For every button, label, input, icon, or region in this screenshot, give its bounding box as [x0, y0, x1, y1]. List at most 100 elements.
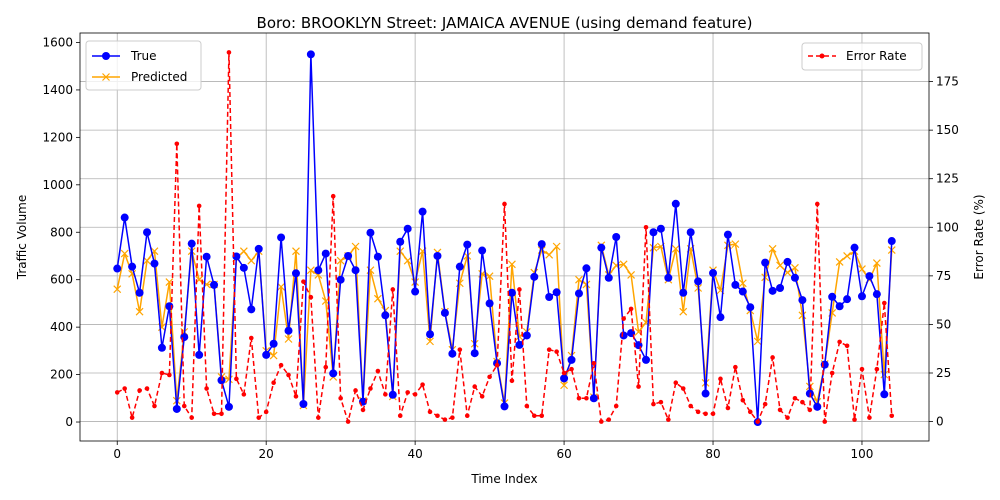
error-rate-point — [330, 193, 336, 199]
true-point — [567, 355, 576, 364]
x-tick-label: 100 — [851, 447, 874, 461]
error-rate-point — [159, 370, 165, 376]
true-point — [642, 355, 650, 364]
true-point — [597, 243, 606, 252]
legend-right-box — [801, 42, 923, 71]
error-rate-point — [323, 364, 329, 370]
predicted-point — [426, 337, 434, 346]
error-rate-point — [829, 370, 835, 376]
error-rate-point — [226, 50, 232, 55]
true-point — [284, 326, 293, 335]
error-rate-point — [420, 382, 425, 387]
true-point — [306, 50, 315, 59]
predicted-point — [582, 280, 591, 289]
true-point — [344, 251, 353, 260]
error-rate-point — [472, 384, 478, 389]
true-point — [120, 213, 129, 222]
error-rate-point — [762, 401, 768, 407]
predicted-point — [738, 279, 747, 288]
true-point — [515, 340, 524, 349]
predicted-point — [619, 260, 628, 269]
error-rate-point — [278, 362, 284, 368]
error-rate-point — [599, 419, 604, 424]
x-axis-label: Time Index — [470, 472, 537, 486]
y2-tick-label: 75 — [936, 269, 951, 283]
chart-title: Boro: BROOKLYN Street: JAMAICA AVENUE (u… — [257, 14, 753, 32]
error-rate-point — [852, 417, 857, 422]
true-point — [388, 390, 397, 399]
true-point — [552, 288, 561, 297]
error-rate-point — [390, 287, 396, 292]
true-point — [522, 331, 531, 340]
true-point — [440, 308, 449, 317]
error-rate-point — [248, 335, 254, 341]
true-point — [411, 287, 420, 296]
predicted-point — [292, 247, 300, 256]
error-rate-point — [882, 300, 887, 306]
legend-predicted-marker — [102, 73, 110, 81]
true-point — [277, 233, 286, 242]
true-point — [589, 394, 598, 403]
legend-error-label: Error Rate — [846, 49, 907, 63]
true-point — [671, 199, 680, 208]
legend-true-label: True — [130, 49, 157, 63]
error-rate-point — [889, 413, 895, 419]
true-point — [418, 207, 427, 216]
error-rate-point — [152, 403, 157, 409]
true-point — [195, 350, 204, 359]
true-point — [530, 272, 539, 281]
true-point — [887, 237, 896, 246]
predicted-point — [731, 240, 740, 249]
error-rate-point — [234, 376, 239, 382]
true-point — [351, 266, 360, 275]
error-rate-point — [450, 415, 455, 420]
true-point — [396, 237, 405, 246]
error-rate-point — [859, 366, 865, 372]
true-point — [224, 402, 233, 411]
true-point — [813, 402, 822, 411]
predicted-point — [768, 244, 777, 253]
error-rate-point — [844, 343, 850, 349]
error-rate-point — [167, 372, 172, 378]
error-rate-point — [353, 388, 358, 393]
error-rate-point — [576, 395, 582, 401]
y-axis-label: Traffic Volume — [15, 195, 29, 281]
error-rate-point — [755, 419, 761, 424]
predicted-point — [872, 259, 881, 268]
error-rate-point — [814, 201, 820, 207]
true-point — [850, 243, 859, 252]
true-point — [835, 302, 844, 311]
error-rate-point — [427, 409, 433, 415]
true-point — [649, 228, 658, 237]
predicted-point — [120, 249, 129, 258]
true-point — [857, 292, 866, 301]
error-rate-point — [740, 397, 746, 403]
error-rate-point — [718, 376, 723, 382]
legend-right: Error Rate — [801, 42, 923, 71]
true-point — [604, 273, 613, 282]
y2-tick-label: 25 — [936, 366, 951, 380]
error-rate-point — [554, 349, 559, 354]
true-point — [329, 369, 338, 378]
true-point — [210, 280, 219, 289]
error-rate-point — [219, 411, 224, 417]
error-rate-point — [181, 403, 187, 409]
plot-series — [113, 50, 896, 427]
predicted-point — [671, 244, 680, 253]
true-point — [366, 228, 375, 237]
predicted-point — [373, 294, 382, 303]
predicted-point — [843, 252, 852, 260]
true-point — [872, 290, 881, 299]
predicted-point — [351, 242, 360, 251]
true-point — [150, 259, 159, 268]
x-tick-label: 60 — [556, 447, 571, 461]
x-tick-label: 0 — [113, 447, 121, 461]
predicted-point — [143, 256, 151, 265]
error-rate-point — [494, 362, 500, 368]
error-rate-point — [442, 417, 448, 422]
true-point — [381, 311, 390, 320]
y2-tick-label: 175 — [936, 75, 959, 89]
error-rate-point — [263, 409, 269, 415]
y2-axis-label: Error Rate (%) — [972, 194, 986, 279]
error-rate-point — [524, 403, 530, 409]
